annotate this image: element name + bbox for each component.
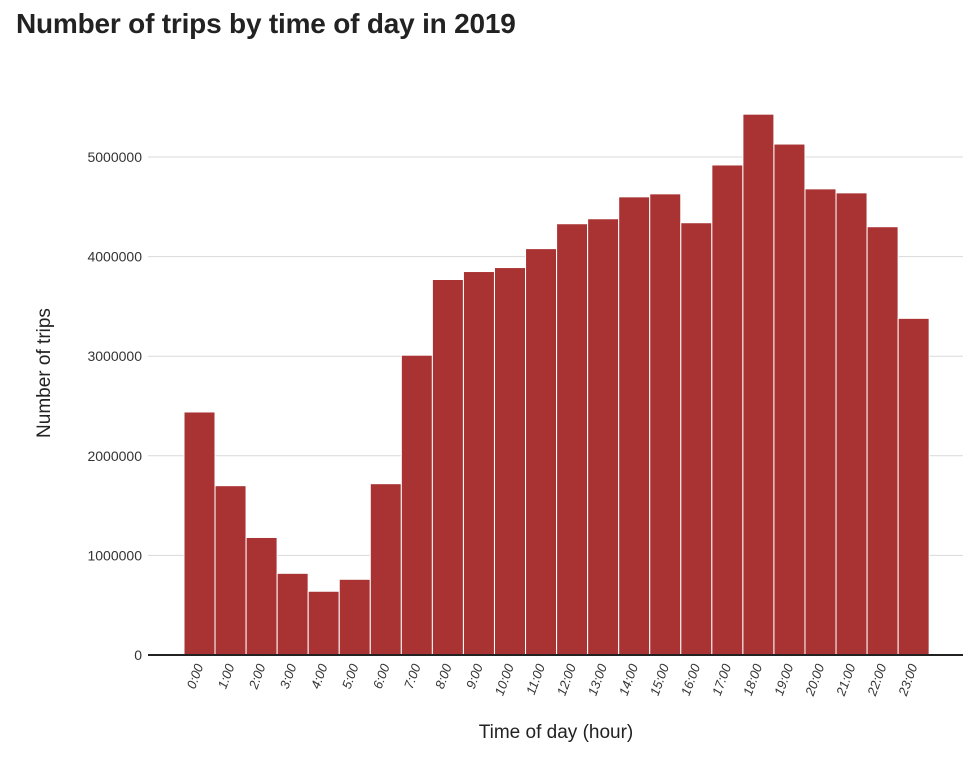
x-tick-label: 1:00	[215, 661, 238, 691]
bar-11-00	[525, 248, 558, 656]
x-tick-label: 10:00	[492, 661, 517, 697]
y-tick-labels: 0 1000000 2000000 3000000 4000000 5000000	[87, 149, 142, 663]
x-tick-label: 0:00	[184, 661, 207, 691]
x-tick-label: 12:00	[554, 661, 579, 697]
x-tick-label: 14:00	[616, 661, 641, 697]
x-tick-label: 9:00	[463, 661, 486, 691]
x-tick-label: 19:00	[771, 661, 796, 697]
x-tick-label: 13:00	[585, 661, 610, 697]
bar-8-00	[431, 279, 464, 656]
x-tick-label: 4:00	[308, 661, 331, 691]
y-tick-label: 3000000	[87, 348, 142, 364]
x-tick-label: 22:00	[864, 661, 890, 698]
bar-12-00	[556, 223, 589, 656]
bar-18-00	[742, 113, 775, 656]
y-tick-label: 0	[134, 647, 142, 663]
bar-7-00	[400, 354, 433, 656]
x-tick-label: 11:00	[523, 661, 548, 697]
bar-3-00	[276, 572, 309, 656]
bar-21-00	[835, 192, 868, 656]
y-tick-label: 2000000	[87, 448, 142, 464]
bar-5-00	[338, 578, 371, 656]
chart-title: Number of trips by time of day in 2019	[16, 8, 516, 39]
x-tick-label: 6:00	[370, 661, 393, 691]
y-tick-label: 1000000	[87, 547, 142, 563]
x-tick-label: 3:00	[277, 661, 300, 691]
bar-22-00	[866, 226, 899, 656]
bar-20-00	[804, 188, 837, 656]
x-tick-label: 15:00	[647, 661, 672, 697]
x-tick-label: 16:00	[678, 661, 703, 697]
bar-10-00	[494, 267, 526, 656]
x-tick-label: 8:00	[432, 661, 455, 691]
x-tick-labels: 0:00 1:00 2:00 3:00 4:00 5:00 6:00 7:00 8:00 9:00…	[184, 661, 921, 698]
bars	[183, 113, 930, 656]
bar-4-00	[307, 590, 340, 656]
bar-17-00	[711, 164, 744, 656]
x-tick-label: 5:00	[339, 661, 362, 691]
x-tick-label: 7:00	[401, 661, 424, 691]
bar-23-00	[897, 317, 930, 656]
bar-9-00	[462, 271, 495, 656]
x-axis-title: Time of day (hour)	[479, 722, 634, 743]
bar-15-00	[649, 193, 682, 656]
x-tick-label: 17:00	[709, 661, 734, 697]
bar-6-00	[369, 483, 402, 656]
bar-13-00	[587, 218, 620, 656]
bar-16-00	[680, 222, 713, 656]
y-tick-label: 5000000	[87, 149, 142, 165]
bar-14-00	[618, 196, 651, 656]
y-tick-label: 4000000	[87, 249, 142, 265]
y-axis-title: Number of trips	[34, 308, 55, 438]
x-tick-label: 20:00	[802, 661, 828, 698]
x-tick-label: 18:00	[740, 661, 765, 697]
x-tick-label: 23:00	[895, 661, 921, 698]
bar-19-00	[773, 143, 806, 656]
x-tick-label: 2:00	[245, 661, 268, 692]
x-tick-label: 21:00	[833, 661, 859, 698]
bar-2-00	[245, 536, 278, 656]
bar-0-00	[183, 411, 216, 656]
bar-1-00	[214, 485, 247, 656]
